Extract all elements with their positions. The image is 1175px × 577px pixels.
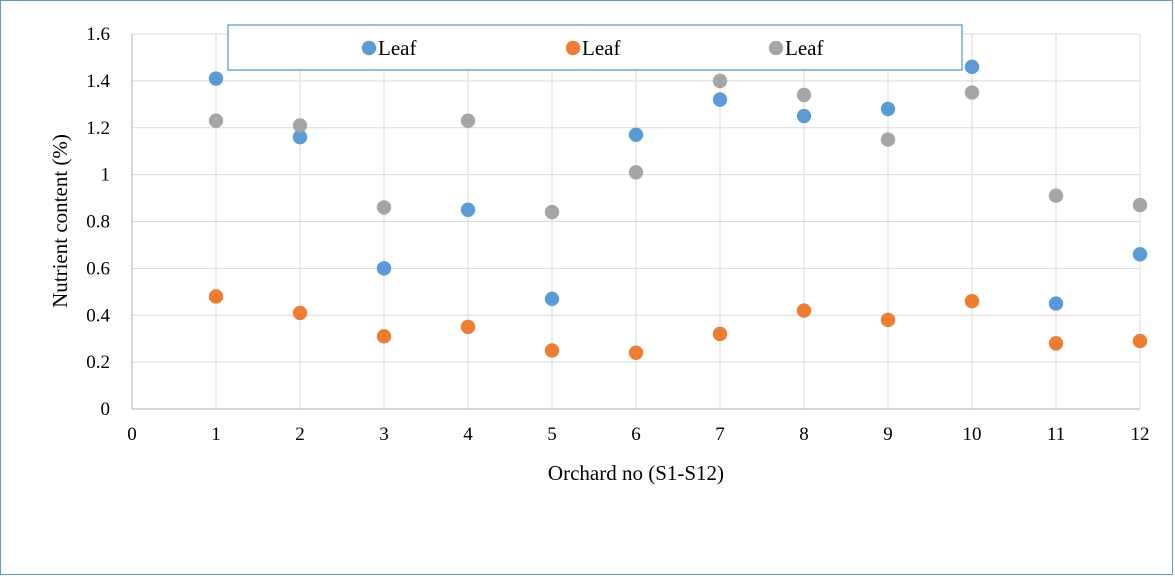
x-tick-label: 11 xyxy=(1047,424,1065,445)
x-tick-label: 1 xyxy=(211,424,221,445)
data-point-series-1 xyxy=(628,127,644,142)
data-point-series-2 xyxy=(1132,333,1148,349)
y-tick-label: 1.4 xyxy=(86,71,110,92)
data-point-series-3 xyxy=(628,165,644,180)
data-point-series-3 xyxy=(712,73,728,89)
data-point-series-3 xyxy=(544,204,560,220)
x-axis-title: Orchard no (S1-S12) xyxy=(548,461,724,485)
legend-marker-series-1 xyxy=(361,40,377,56)
x-tick-labels: 0 1 2 3 4 5 6 7 8 9 10 11 12 xyxy=(127,424,1149,445)
data-point-series-2 xyxy=(1048,336,1064,351)
data-point-series-3 xyxy=(1132,197,1148,213)
y-tick-label: 0 xyxy=(101,399,111,420)
x-tick-label: 2 xyxy=(295,424,305,445)
data-point-series-1 xyxy=(376,261,392,276)
data-point-series-3 xyxy=(796,87,812,103)
data-point-series-2 xyxy=(796,303,812,318)
x-tick-label: 12 xyxy=(1131,424,1150,445)
data-point-series-2 xyxy=(712,326,728,342)
data-points xyxy=(208,59,1148,360)
data-point-series-3 xyxy=(376,200,392,215)
x-tick-label: 3 xyxy=(379,424,389,445)
y-tick-label: 0.4 xyxy=(86,305,110,326)
data-point-series-1 xyxy=(880,101,896,117)
x-tick-label: 10 xyxy=(963,424,982,445)
y-tick-label: 1.6 xyxy=(86,24,110,45)
y-tick-label: 1.2 xyxy=(86,118,110,139)
data-point-series-2 xyxy=(880,312,896,328)
data-point-series-1 xyxy=(292,129,308,145)
data-point-series-3 xyxy=(208,113,224,128)
y-tick-labels: 0 0.2 0.4 0.6 0.8 1 1.2 1.4 1.6 xyxy=(86,24,110,420)
x-tick-label: 8 xyxy=(799,424,809,445)
y-tick-label: 0.8 xyxy=(86,212,110,233)
data-point-series-2 xyxy=(376,329,392,344)
x-tick-label: 7 xyxy=(715,424,725,445)
data-point-series-3 xyxy=(964,85,980,100)
axes xyxy=(131,34,1140,410)
legend-label-series-1: Leaf xyxy=(378,36,416,60)
data-point-series-1 xyxy=(796,108,812,124)
legend: Leaf Leaf Leaf xyxy=(227,24,963,71)
data-point-series-2 xyxy=(460,319,476,335)
data-point-series-1 xyxy=(544,291,560,307)
data-point-series-1 xyxy=(1132,247,1148,262)
y-tick-label: 1 xyxy=(101,165,111,186)
legend-label-series-3: Leaf xyxy=(785,36,823,60)
x-tick-label: 0 xyxy=(127,424,137,445)
data-point-series-1 xyxy=(712,92,728,107)
data-point-series-2 xyxy=(292,305,308,321)
legend-marker-series-2 xyxy=(565,40,581,56)
x-tick-label: 5 xyxy=(547,424,557,445)
legend-label-series-2: Leaf xyxy=(582,36,620,60)
y-tick-label: 0.2 xyxy=(86,352,110,373)
y-tick-label: 0.6 xyxy=(86,258,110,279)
data-point-series-2 xyxy=(964,293,980,309)
data-point-series-3 xyxy=(292,118,308,133)
legend-marker-series-3 xyxy=(768,40,784,56)
data-point-series-3 xyxy=(460,113,476,128)
data-point-series-2 xyxy=(208,289,224,304)
data-point-series-1 xyxy=(1048,296,1064,311)
x-tick-label: 6 xyxy=(631,424,641,445)
data-point-series-3 xyxy=(1048,188,1064,203)
y-axis-title: Nutrient content (%) xyxy=(48,134,72,308)
data-point-series-1 xyxy=(964,59,980,75)
data-point-series-1 xyxy=(460,202,476,217)
x-tick-label: 4 xyxy=(463,424,473,445)
data-point-series-2 xyxy=(628,345,644,360)
legend-box xyxy=(227,24,963,71)
data-point-series-2 xyxy=(544,343,560,358)
data-point-series-1 xyxy=(208,71,224,86)
data-point-series-3 xyxy=(880,132,896,147)
x-tick-label: 9 xyxy=(883,424,893,445)
